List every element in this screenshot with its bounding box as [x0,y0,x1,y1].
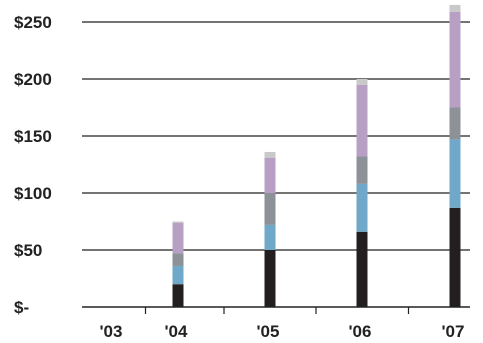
y-tick-label: $250 [14,13,52,32]
bar-segment-05-s0 [264,250,276,307]
x-axis-tick-labels: '03 '04 '05 '06 '07 [100,322,465,341]
y-tick-label: $- [14,298,29,317]
y-tick-label: $50 [14,241,42,260]
x-axis [82,306,470,314]
bar-segment-07-s2 [449,107,461,140]
x-tick-label: '06 [349,322,372,341]
bar-segment-06-s3 [356,84,368,157]
bar-segment-06-s4 [356,79,368,85]
y-tick-label: $200 [14,70,52,89]
x-tick-label: '04 [165,322,188,341]
bar-segment-07-s4 [449,4,461,12]
bar-segment-07-s3 [449,11,461,108]
bar-segment-04-s3 [172,222,184,254]
bar-segment-07-s1 [449,139,461,208]
y-tick-label: $100 [14,184,52,203]
bar-segment-07-s0 [449,207,461,307]
gridlines [82,21,470,251]
bar-segment-04-s1 [172,265,184,285]
x-tick-label: '07 [442,322,465,341]
bar-segment-05-s2 [264,193,276,225]
x-tick-label: '05 [257,322,280,341]
bar-segment-04-s4 [172,221,184,223]
y-tick-label: $150 [14,127,52,146]
bar-segment-06-s0 [356,231,368,307]
bar-segment-05-s1 [264,224,276,250]
bar-segment-06-s2 [356,156,368,184]
bar-segment-05-s4 [264,151,276,158]
bar-segment-04-s0 [172,284,184,307]
bar-stacks [172,4,461,307]
bar-segment-04-s2 [172,253,184,266]
bar-segment-05-s3 [264,157,276,193]
bar-segment-06-s1 [356,183,368,232]
x-tick-label: '03 [100,322,123,341]
y-axis-tick-labels: $- $50 $100 $150 $200 $250 [14,13,52,317]
